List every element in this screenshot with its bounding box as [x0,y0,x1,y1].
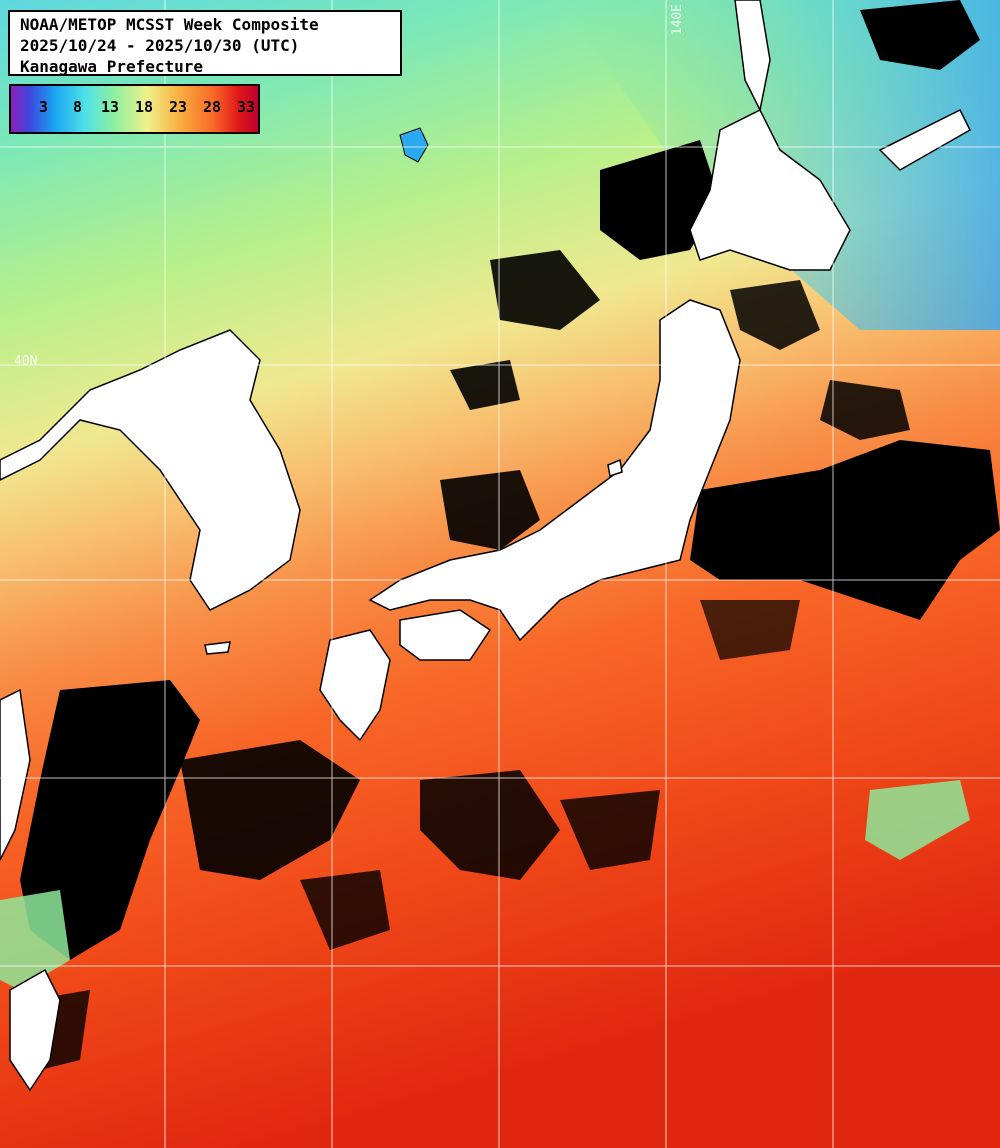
lake-khanka [399,127,429,163]
cool-patches [0,780,970,990]
land [0,0,971,1092]
title-line-1: NOAA/METOP MCSST Week Composite [20,15,319,34]
longitude-label: 140E [670,4,685,36]
cloud-mask [20,0,1000,1070]
scale-tick: 3 [39,98,49,116]
sakhalin [734,0,771,113]
korea-peninsula [0,329,301,611]
kyushu [319,629,391,742]
china-coast [0,688,31,861]
scale-tick: 23 [169,98,188,116]
jeju-island [204,641,231,655]
title-line-3: Kanagawa Prefecture [20,57,204,76]
scale-tick: 28 [203,98,222,116]
color-scale-legend: 3 8 13 18 23 28 33 [9,84,260,134]
scale-tick: 18 [135,98,154,116]
taiwan [9,968,61,1092]
honshu [368,299,741,642]
shikoku [399,609,492,661]
latitude-label: 40N [14,354,38,369]
title-line-2: 2025/10/24 - 2025/10/30 (UTC) [20,36,300,55]
scale-tick: 33 [237,98,256,116]
sado-island [607,458,623,477]
hokkaido [689,108,851,271]
title-box: NOAA/METOP MCSST Week Composite 2025/10/… [8,10,402,76]
kuril-islands [878,108,971,171]
color-scale-ticks: 3 8 13 18 23 28 33 [11,98,258,120]
scale-tick: 13 [101,98,120,116]
scale-tick: 8 [73,98,83,116]
